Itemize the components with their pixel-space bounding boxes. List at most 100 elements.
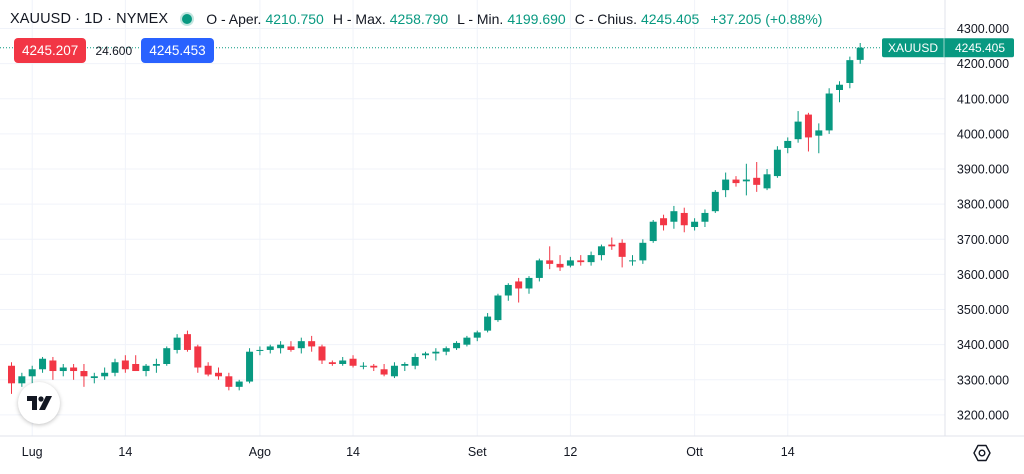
symbol-title[interactable]: XAUUSD · 1D · NYMEX [10,11,169,27]
time-tick-label: Set [468,445,487,459]
close-value: 4245.405 [640,11,700,27]
high-value: 4258.790 [389,11,449,27]
candle-body [183,334,191,350]
open-label: O - Aper. [206,11,262,27]
candle-body [794,121,802,140]
candle-body [349,358,357,366]
candle-body [442,348,450,352]
candle-body [390,365,398,377]
candle-body [90,376,98,379]
high-label: H - Max. [332,11,386,27]
market-status-icon[interactable] [182,14,193,24]
candle-body [328,362,336,364]
candle-body [401,364,409,366]
price-tick-label: 3700.000 [957,233,1009,247]
candle-body [297,341,305,349]
candle-body [18,376,26,384]
settings-gear-icon[interactable] [972,443,992,463]
time-tick-label: 14 [118,445,132,459]
candle-body [432,351,440,354]
candle-body [152,364,160,366]
candle-body [515,281,523,289]
candle-body [577,260,585,263]
candle-body [225,376,233,387]
candle-body [722,179,730,191]
candle-body [629,260,636,262]
grid [0,0,945,436]
candle-body [566,260,574,266]
candle-body [235,381,243,387]
candle-body [608,244,616,247]
price-tick-label: 4200.000 [957,57,1009,71]
candle-body [473,332,481,338]
candle-body [691,221,699,227]
candle-body [618,242,626,257]
sell-button[interactable]: 4245.207 [14,38,87,63]
candle-body [484,316,492,331]
candle-body [266,346,274,350]
price-tick-label: 3500.000 [957,303,1009,317]
candle-body [111,362,119,373]
candle-body [753,177,761,185]
time-tick-label: 14 [781,445,795,459]
candle-body [670,211,678,222]
legend-header: XAUUSD · 1D · NYMEX O - Aper. 4210.750 H… [10,9,822,29]
candle-body [711,191,719,212]
time-axis[interactable]: Lug 14 Ago 14 Set 12 Ott 14 [22,445,795,459]
low-label: L - Min. [457,11,504,27]
price-tick-label: 4300.000 [957,22,1009,36]
candle-body [287,346,295,350]
candle-body [215,372,222,377]
buy-button[interactable]: 4245.453 [141,38,214,63]
candle-body [308,341,316,347]
candle-body [80,371,88,377]
time-tick-label: Lug [22,445,43,459]
candle-body [380,369,388,375]
candle-body [773,149,781,177]
candle-body [815,130,823,136]
time-tick-label: 14 [346,445,360,459]
candle-body [763,174,771,189]
candle-body [339,360,347,364]
candle-body [142,365,150,372]
candle-body [846,60,854,83]
candle-body [28,369,36,377]
last-price-symbol: XAUUSD [888,41,938,55]
candle-body [597,246,605,256]
last-price-label: XAUUSD 4245.405 [882,38,1014,58]
candle-body [701,212,709,222]
candle-body [680,212,688,226]
candle-body [494,295,502,321]
candle-body [359,365,367,367]
candle-body [163,348,171,364]
time-tick-label: 12 [563,445,577,459]
candle-body [742,179,750,182]
candle-body [825,93,833,131]
candle-body [8,365,15,384]
price-tick-label: 3300.000 [957,373,1009,387]
spread-value: 24.600 [95,43,133,58]
candle-body [836,84,843,90]
candles [8,43,864,394]
candle-body [318,346,326,361]
price-tick-label: 3200.000 [957,408,1009,422]
candle-body [370,365,378,368]
candle-body [587,255,595,263]
buy-sell-panel: 4245.207 24.600 4245.453 [14,38,214,63]
time-tick-label: Ott [686,445,703,459]
candle-body [39,358,47,370]
price-tick-label: 4100.000 [957,92,1009,106]
candle-body [660,218,668,226]
candle-body [784,140,792,148]
tradingview-logo-icon[interactable] [18,382,60,424]
candle-body [49,360,57,372]
price-axis[interactable]: 4300.000 4200.000 4100.000 4000.000 3900.000… [957,22,1009,422]
candle-body [525,277,533,289]
candle-body [463,337,471,345]
candle-body [546,260,554,264]
candle-body [70,367,78,372]
candle-body [204,365,212,375]
price-tick-label: 3600.000 [957,268,1009,282]
price-tick-label: 3800.000 [957,198,1009,212]
